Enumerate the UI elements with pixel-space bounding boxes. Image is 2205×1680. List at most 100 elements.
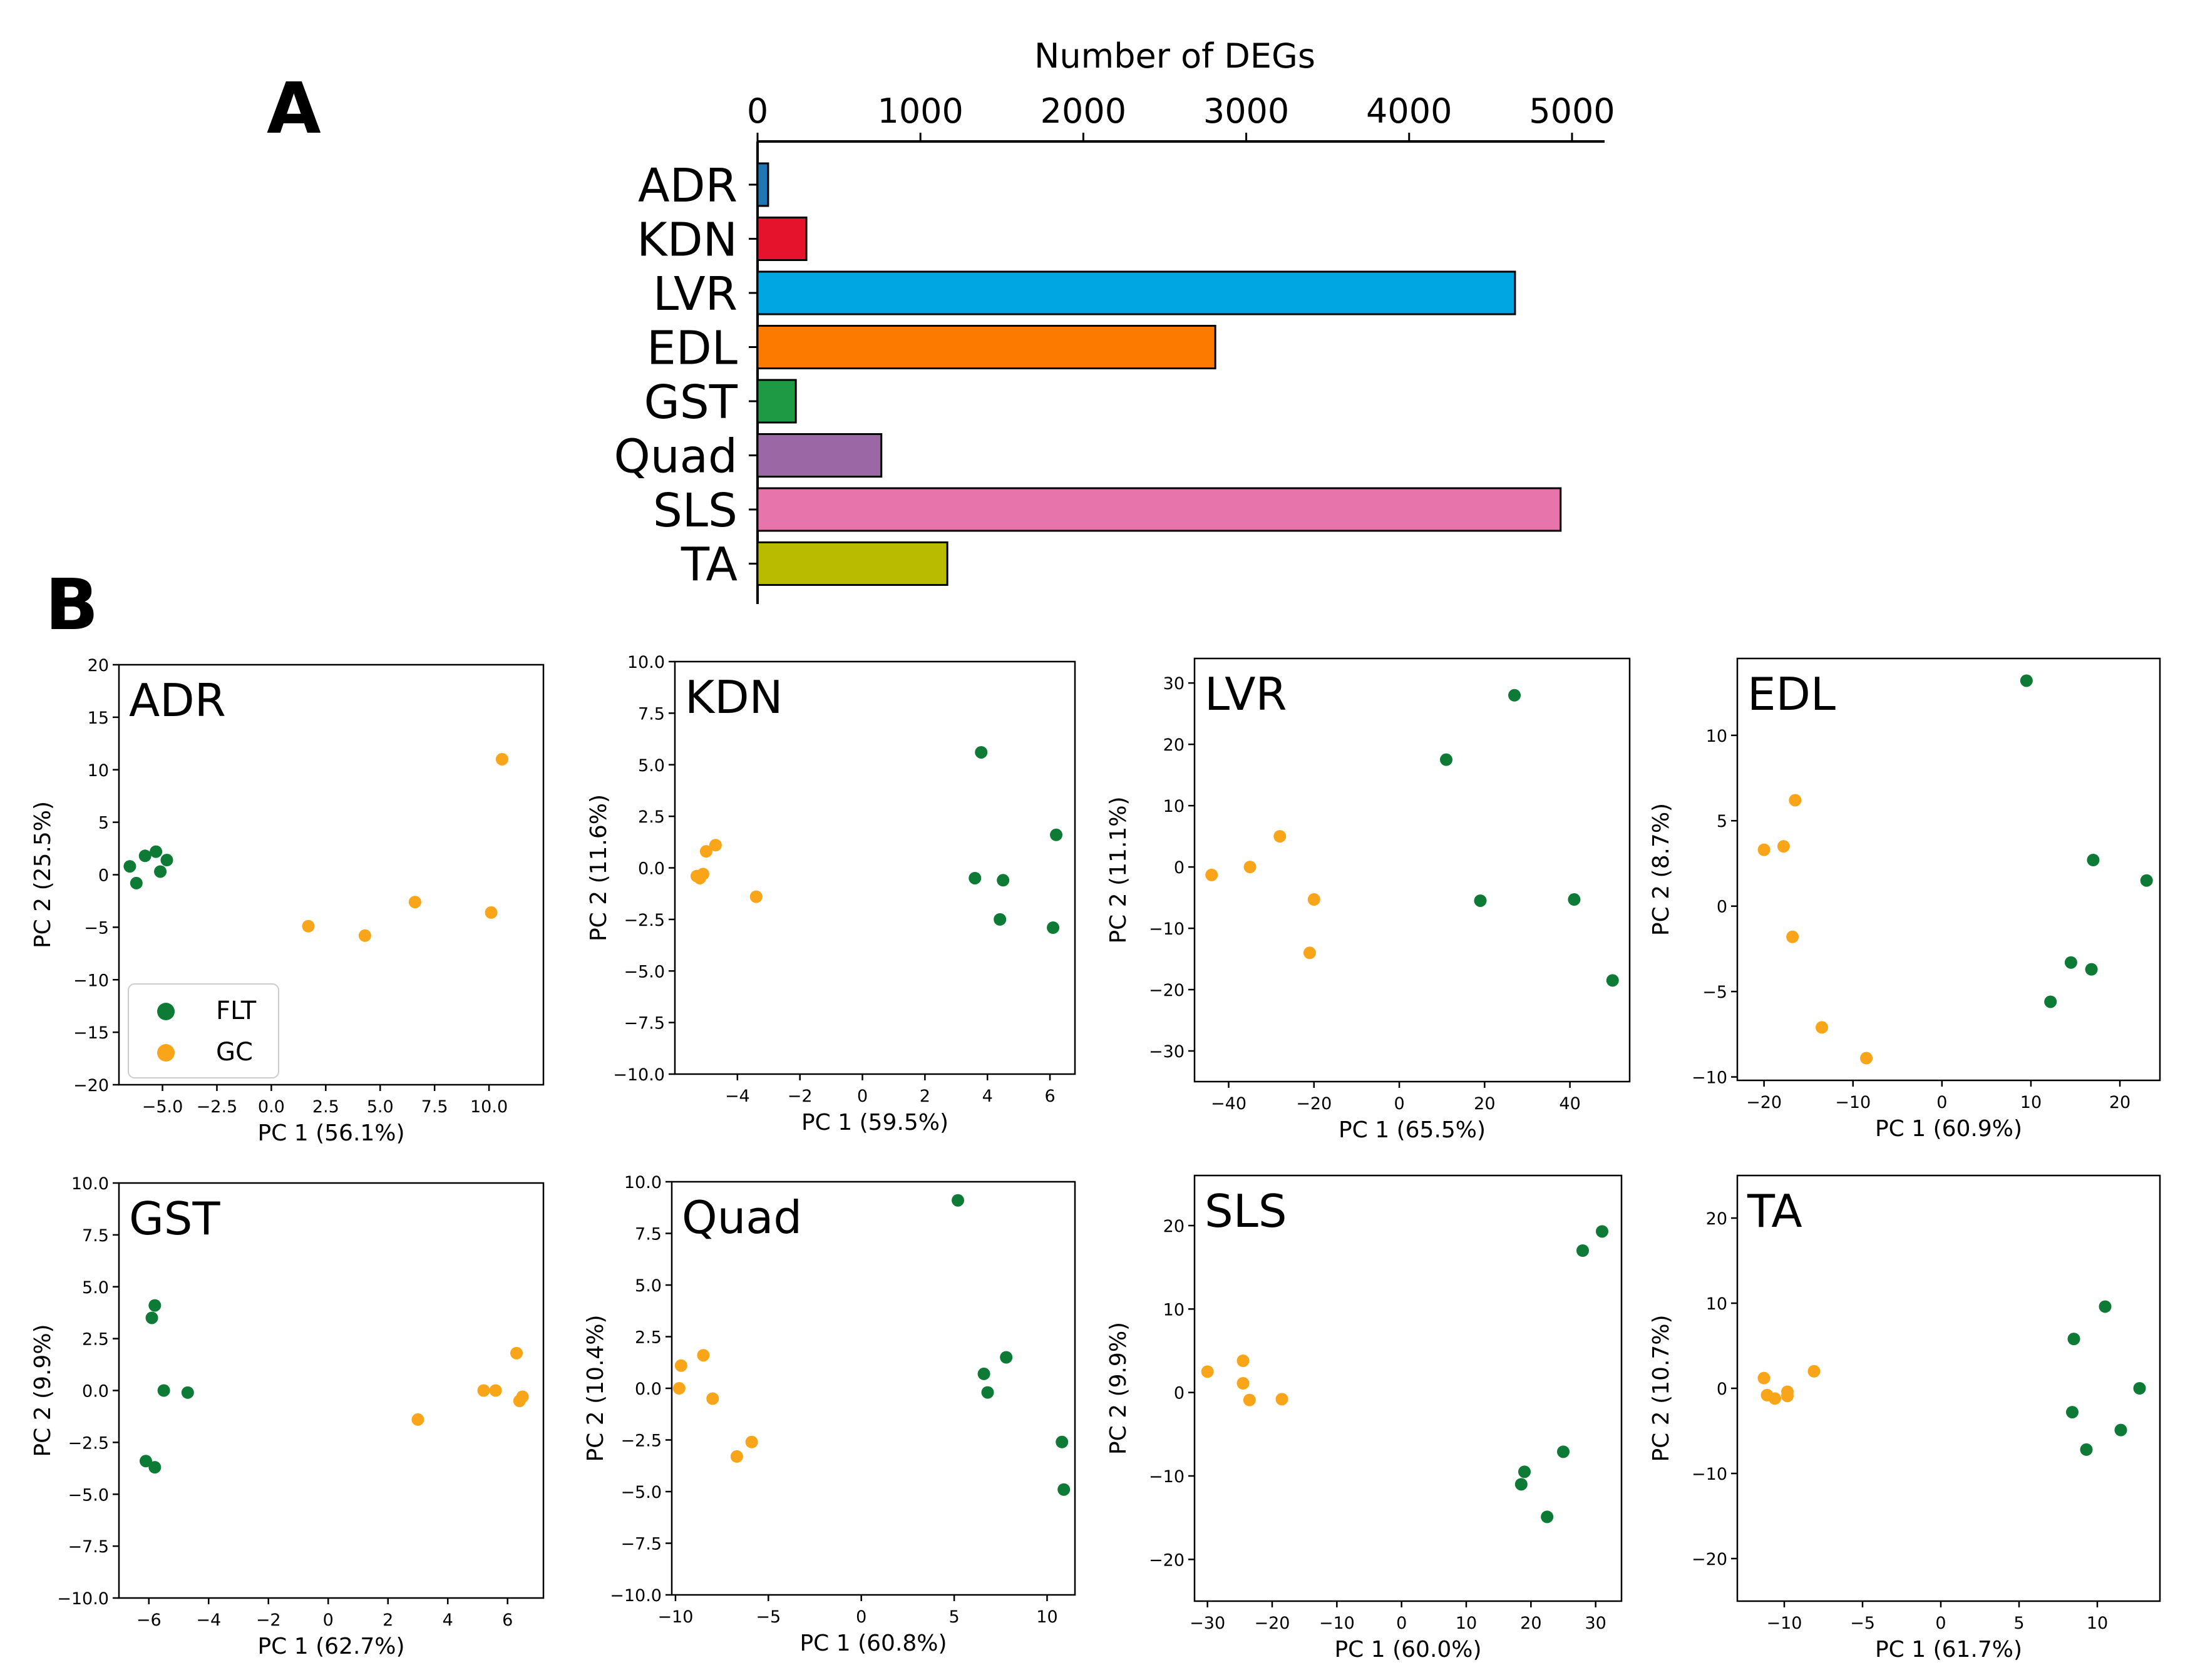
point-gc <box>477 1384 490 1397</box>
x-axis-label: PC 1 (60.0%) <box>1334 1637 1481 1662</box>
plot-frame <box>671 1181 1076 1596</box>
point-flt <box>2133 1382 2146 1395</box>
y-tick-label: −20 <box>73 1076 109 1095</box>
x-tick-label: 40 <box>1559 1094 1580 1114</box>
bar-x-tick-label: 4000 <box>1366 91 1452 131</box>
point-flt <box>130 876 143 889</box>
x-axis-label: PC 1 (59.5%) <box>801 1110 948 1135</box>
y-tick-label: 10.0 <box>624 1173 662 1192</box>
bar-label-ta: TA <box>681 538 738 592</box>
point-flt <box>952 1194 965 1207</box>
y-tick-label: 5.0 <box>82 1278 109 1298</box>
bar-x-tick-label: 0 <box>747 91 768 131</box>
x-tick-label: 20 <box>1474 1094 1495 1114</box>
y-tick-label: 0.0 <box>82 1382 109 1401</box>
pca-plot-ta: −10 −5 0 5 10 −20 −10 0 10 20 PC 1 (61.7%) PC 2 (10… <box>1648 1174 2161 1662</box>
x-tick-label: 0 <box>1396 1614 1407 1633</box>
point-flt <box>154 865 167 878</box>
bar-label-sls: SLS <box>653 484 738 538</box>
x-tick-label: −20 <box>1296 1094 1332 1114</box>
x-tick-label: 5 <box>2013 1614 2024 1633</box>
point-flt <box>1606 974 1619 987</box>
y-axis-label: PC 2 (25.5%) <box>30 801 56 948</box>
legend-marker-gc <box>157 1044 175 1062</box>
bar-label-gst: GST <box>644 376 738 429</box>
point-gc <box>1807 1365 1821 1378</box>
point-flt <box>997 874 1010 887</box>
y-tick-label: 20 <box>88 656 109 675</box>
pca-plot-sls: −30 −20 −10 0 10 20 30 −20 −10 0 10 20 PC 1 (60.0%) P… <box>1106 1174 1623 1662</box>
pca-plot-edl: −20 −10 0 10 20 −10 −5 0 5 10 PC 1 (60.9%) PC 2 (8.… <box>1648 657 2161 1142</box>
point-gc <box>1769 1392 1781 1405</box>
plot-frame <box>1193 657 1631 1083</box>
bar-x-tick-label: 2000 <box>1041 91 1126 131</box>
y-tick-label: −7.5 <box>620 1535 662 1554</box>
y-tick-label: 5 <box>1717 812 1727 831</box>
x-tick-label: −5 <box>1850 1614 1875 1633</box>
x-tick-label: 0 <box>857 1087 868 1106</box>
bar-kdn <box>756 217 808 261</box>
point-gc <box>485 906 498 919</box>
point-flt <box>1050 828 1063 841</box>
point-flt <box>1000 1351 1013 1364</box>
plot-title: SLS <box>1205 1185 1287 1237</box>
bar-sls <box>756 487 1562 532</box>
x-axis-label: PC 1 (56.1%) <box>257 1120 404 1146</box>
y-tick-label: 10.0 <box>627 653 665 672</box>
x-tick-label: 6 <box>502 1611 513 1630</box>
x-tick-label: −5.0 <box>142 1097 183 1117</box>
y-tick-label: −10 <box>73 971 109 990</box>
y-tick-label: −10.0 <box>613 1065 665 1085</box>
bar-x-tick-label: 1000 <box>877 91 963 131</box>
point-gc <box>358 929 371 942</box>
y-tick-label: 30 <box>1163 674 1185 694</box>
y-tick-label: 0 <box>1717 1380 1727 1399</box>
point-flt <box>139 1455 152 1468</box>
point-flt <box>1576 1244 1589 1257</box>
point-gc <box>1236 1355 1250 1367</box>
y-tick-label: −20 <box>1149 1550 1185 1570</box>
point-flt <box>1440 753 1453 766</box>
point-flt <box>1514 1478 1528 1491</box>
y-tick-label: 0.0 <box>635 1380 662 1399</box>
legend-label-gc: GC <box>216 1038 253 1067</box>
x-tick-label: 5 <box>949 1607 960 1627</box>
bar-x-tick-label: 3000 <box>1203 91 1289 131</box>
point-flt <box>1508 689 1521 702</box>
point-gc <box>693 871 706 884</box>
x-tick-label: −2 <box>256 1611 281 1630</box>
point-gc <box>1236 1377 1250 1390</box>
point-flt <box>1541 1510 1554 1524</box>
x-tick-label: −20 <box>1255 1614 1290 1633</box>
x-axis-label: PC 1 (60.9%) <box>1875 1116 2022 1142</box>
panel-label-b: B <box>45 565 98 646</box>
y-tick-label: 7.5 <box>635 1225 662 1244</box>
point-flt <box>157 1384 170 1397</box>
x-tick-label: −10 <box>1319 1614 1355 1633</box>
y-tick-label: 5.0 <box>638 756 665 776</box>
point-gc <box>1201 1365 1214 1378</box>
y-axis-label: PC 2 (8.7%) <box>1648 803 1674 936</box>
y-axis-label: PC 2 (10.4%) <box>583 1314 609 1462</box>
x-axis-label: PC 1 (61.7%) <box>1875 1637 2022 1662</box>
pca-plot-lvr: −40 −20 0 20 40 −30 −20 −10 0 10 20 30 PC 1 (65.5%) P… <box>1106 657 1631 1143</box>
x-axis-label: PC 1 (65.5%) <box>1339 1117 1486 1143</box>
x-tick-label: 10.0 <box>470 1097 508 1117</box>
y-tick-label: 5 <box>98 814 109 833</box>
x-tick-label: 2.5 <box>312 1097 339 1117</box>
y-tick-label: −10 <box>1692 1465 1727 1484</box>
point-gc <box>1273 830 1287 843</box>
x-axis-label: PC 1 (60.8%) <box>799 1631 947 1656</box>
point-gc <box>745 1435 758 1448</box>
point-flt <box>975 745 988 759</box>
point-gc <box>709 839 722 852</box>
x-tick-label: −10 <box>1835 1093 1871 1112</box>
plot-title: LVR <box>1205 668 1287 720</box>
bar-quad <box>756 433 883 478</box>
plot-frame <box>1736 1174 2161 1602</box>
y-tick-label: 20 <box>1163 735 1185 755</box>
bar-chart-title: Number of DEGs <box>1034 36 1315 76</box>
bar-adr <box>756 162 769 207</box>
point-gc <box>672 1382 686 1395</box>
point-flt <box>1057 1483 1071 1496</box>
